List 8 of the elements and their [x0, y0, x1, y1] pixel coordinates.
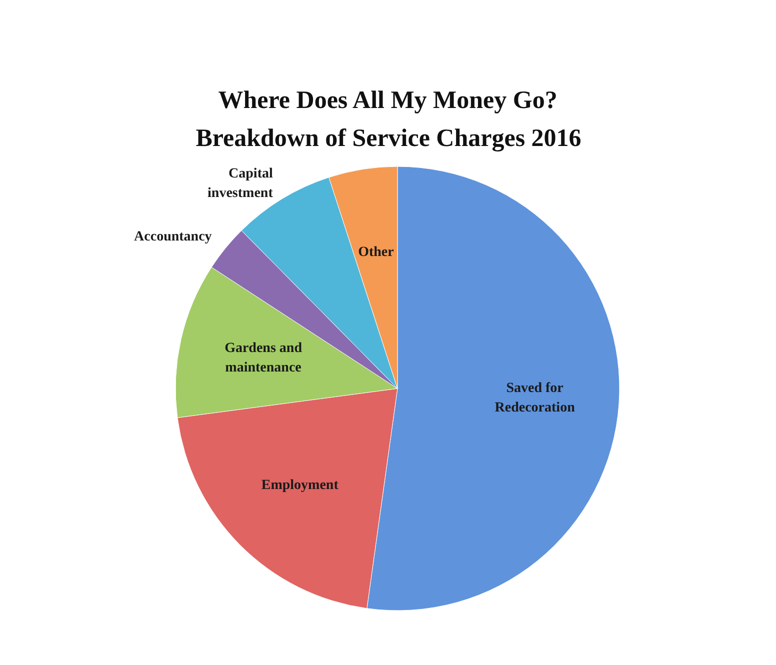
slice-label: Saved for Redecoration [494, 380, 576, 416]
chart-title: Where Does All My Money Go? [218, 87, 558, 114]
slice-label: Employment [261, 478, 339, 494]
slice-label: Other [358, 245, 394, 260]
slice-label: Capital investment [208, 166, 274, 201]
chart-subtitle: Breakdown of Service Charges 2016 [196, 125, 582, 152]
slice-label: Accountancy [134, 229, 212, 244]
slice-label: Gardens and maintenance [224, 340, 302, 376]
